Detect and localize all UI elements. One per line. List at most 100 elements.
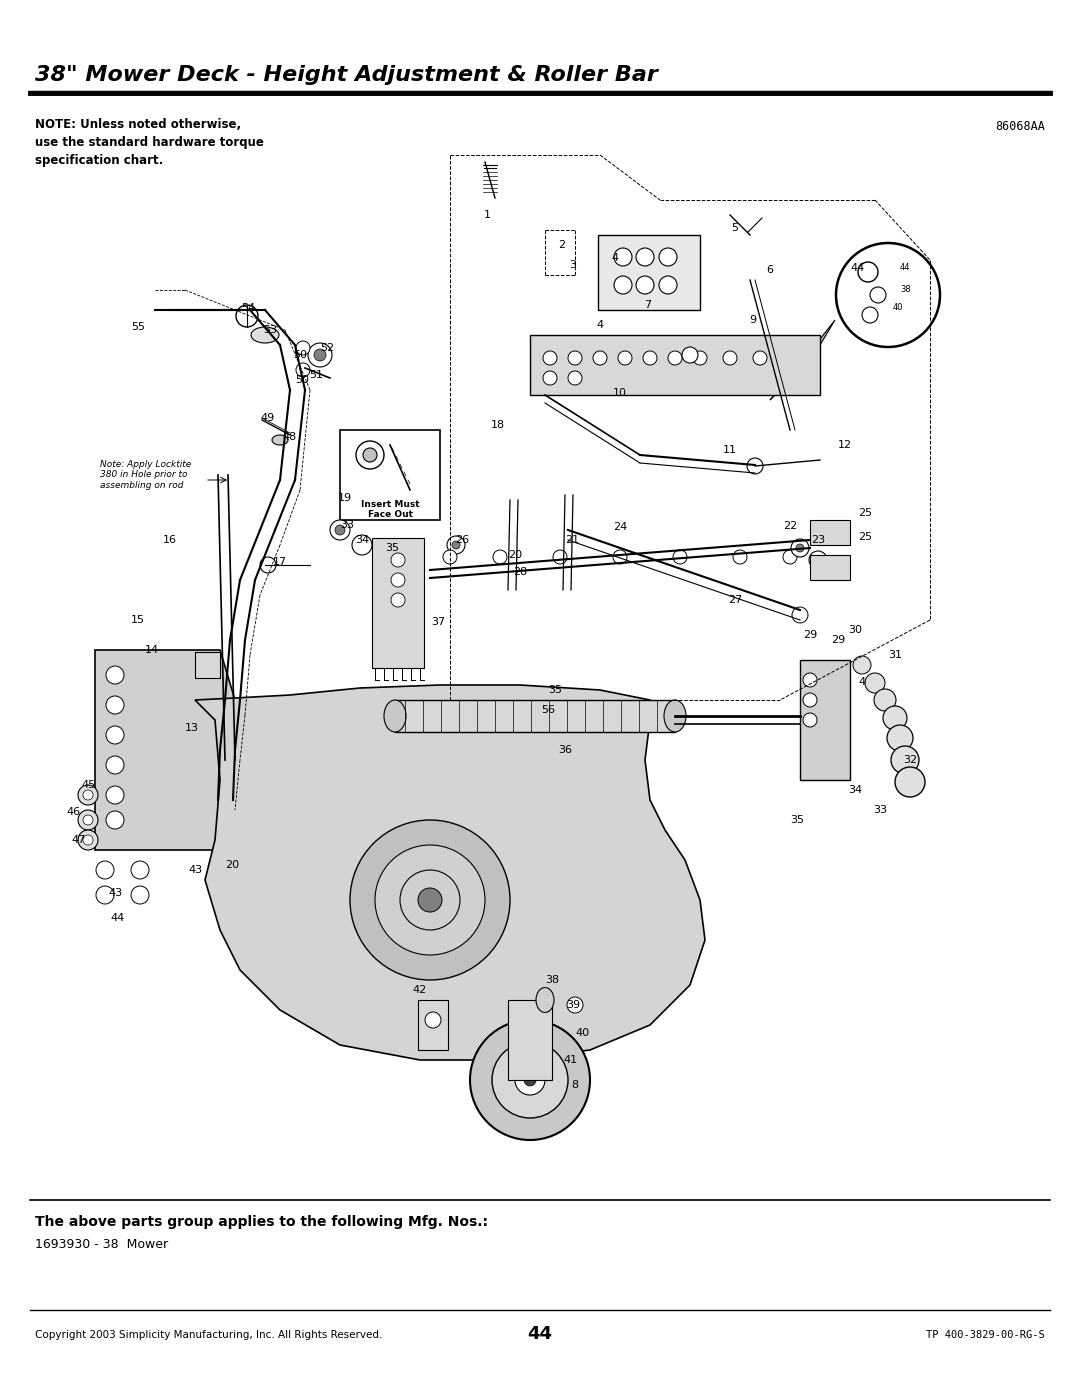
Circle shape [568, 351, 582, 365]
Text: 29: 29 [831, 636, 846, 645]
Polygon shape [95, 650, 235, 849]
Text: 32: 32 [903, 754, 917, 766]
Circle shape [791, 539, 809, 557]
Circle shape [78, 830, 98, 849]
Circle shape [352, 535, 372, 555]
Circle shape [891, 746, 919, 774]
Circle shape [131, 861, 149, 879]
Text: 42: 42 [413, 985, 427, 995]
Text: 20: 20 [508, 550, 522, 560]
Text: 40: 40 [893, 303, 904, 312]
Text: 24: 24 [612, 522, 627, 532]
Circle shape [492, 1042, 568, 1118]
Circle shape [543, 351, 557, 365]
Circle shape [453, 541, 460, 549]
Ellipse shape [664, 700, 686, 732]
Text: 44: 44 [527, 1324, 553, 1343]
Text: 5: 5 [731, 224, 739, 233]
Text: 33: 33 [340, 520, 354, 529]
Circle shape [131, 886, 149, 904]
Circle shape [568, 372, 582, 386]
Circle shape [217, 676, 225, 685]
Text: 14: 14 [145, 645, 159, 655]
Text: 44: 44 [111, 914, 125, 923]
Circle shape [106, 696, 124, 714]
Circle shape [553, 550, 567, 564]
Text: 31: 31 [888, 650, 902, 659]
Circle shape [659, 249, 677, 265]
Circle shape [418, 888, 442, 912]
Circle shape [296, 341, 310, 355]
Text: 28: 28 [513, 567, 527, 577]
Circle shape [636, 277, 654, 293]
Text: 44: 44 [851, 263, 865, 272]
Circle shape [78, 810, 98, 830]
Text: 4: 4 [859, 678, 865, 687]
Text: 1693930 - 38  Mower: 1693930 - 38 Mower [35, 1238, 168, 1250]
Circle shape [693, 351, 707, 365]
Circle shape [615, 249, 632, 265]
Text: 4: 4 [611, 253, 619, 263]
Circle shape [681, 346, 698, 363]
Text: 53: 53 [264, 326, 276, 335]
Text: 8: 8 [571, 1080, 579, 1090]
Text: 19: 19 [338, 493, 352, 503]
Text: 43: 43 [188, 865, 202, 875]
Circle shape [96, 886, 114, 904]
Text: 38" Mower Deck - Height Adjustment & Roller Bar: 38" Mower Deck - Height Adjustment & Rol… [35, 66, 658, 85]
Circle shape [260, 557, 276, 573]
Bar [810, 520, 850, 545]
Text: 35: 35 [548, 685, 562, 694]
Polygon shape [530, 335, 820, 395]
Text: 52: 52 [320, 344, 334, 353]
Circle shape [515, 1065, 545, 1095]
Text: 51: 51 [309, 370, 323, 380]
Circle shape [83, 789, 93, 800]
Text: 21: 21 [565, 535, 579, 545]
Circle shape [593, 351, 607, 365]
Text: 4: 4 [596, 320, 604, 330]
Text: 46: 46 [66, 807, 80, 817]
Circle shape [747, 458, 762, 474]
Circle shape [330, 520, 350, 541]
Text: 6: 6 [767, 265, 773, 275]
Text: 25: 25 [858, 509, 872, 518]
Circle shape [363, 448, 377, 462]
Circle shape [83, 814, 93, 826]
Text: Copyright 2003 Simplicity Manufacturing, Inc. All Rights Reserved.: Copyright 2003 Simplicity Manufacturing,… [35, 1330, 382, 1340]
Circle shape [669, 351, 681, 365]
Circle shape [636, 249, 654, 265]
Circle shape [443, 550, 457, 564]
Bar [395, 700, 675, 732]
Circle shape [804, 712, 816, 726]
Text: 38: 38 [545, 975, 559, 985]
Ellipse shape [251, 327, 279, 344]
Text: 49: 49 [261, 414, 275, 423]
Circle shape [870, 286, 886, 303]
Polygon shape [195, 685, 705, 1060]
Circle shape [377, 548, 393, 563]
Text: 18: 18 [491, 420, 505, 430]
Text: 86068AA: 86068AA [995, 120, 1045, 133]
Text: 12: 12 [838, 440, 852, 450]
Text: 36: 36 [558, 745, 572, 754]
Ellipse shape [536, 988, 554, 1013]
Circle shape [375, 845, 485, 956]
Text: 48: 48 [283, 432, 297, 441]
Text: 56: 56 [541, 705, 555, 715]
Circle shape [659, 277, 677, 293]
Text: 23: 23 [811, 535, 825, 545]
Text: 11: 11 [723, 446, 737, 455]
Circle shape [643, 351, 657, 365]
Bar [800, 659, 850, 780]
Circle shape [615, 277, 632, 293]
Text: 38: 38 [900, 285, 910, 293]
Circle shape [753, 351, 767, 365]
Circle shape [836, 243, 940, 346]
Text: 7: 7 [645, 300, 651, 310]
Circle shape [296, 363, 310, 377]
Ellipse shape [384, 700, 406, 732]
Text: 20: 20 [225, 861, 239, 870]
Circle shape [237, 305, 258, 327]
Circle shape [673, 550, 687, 564]
